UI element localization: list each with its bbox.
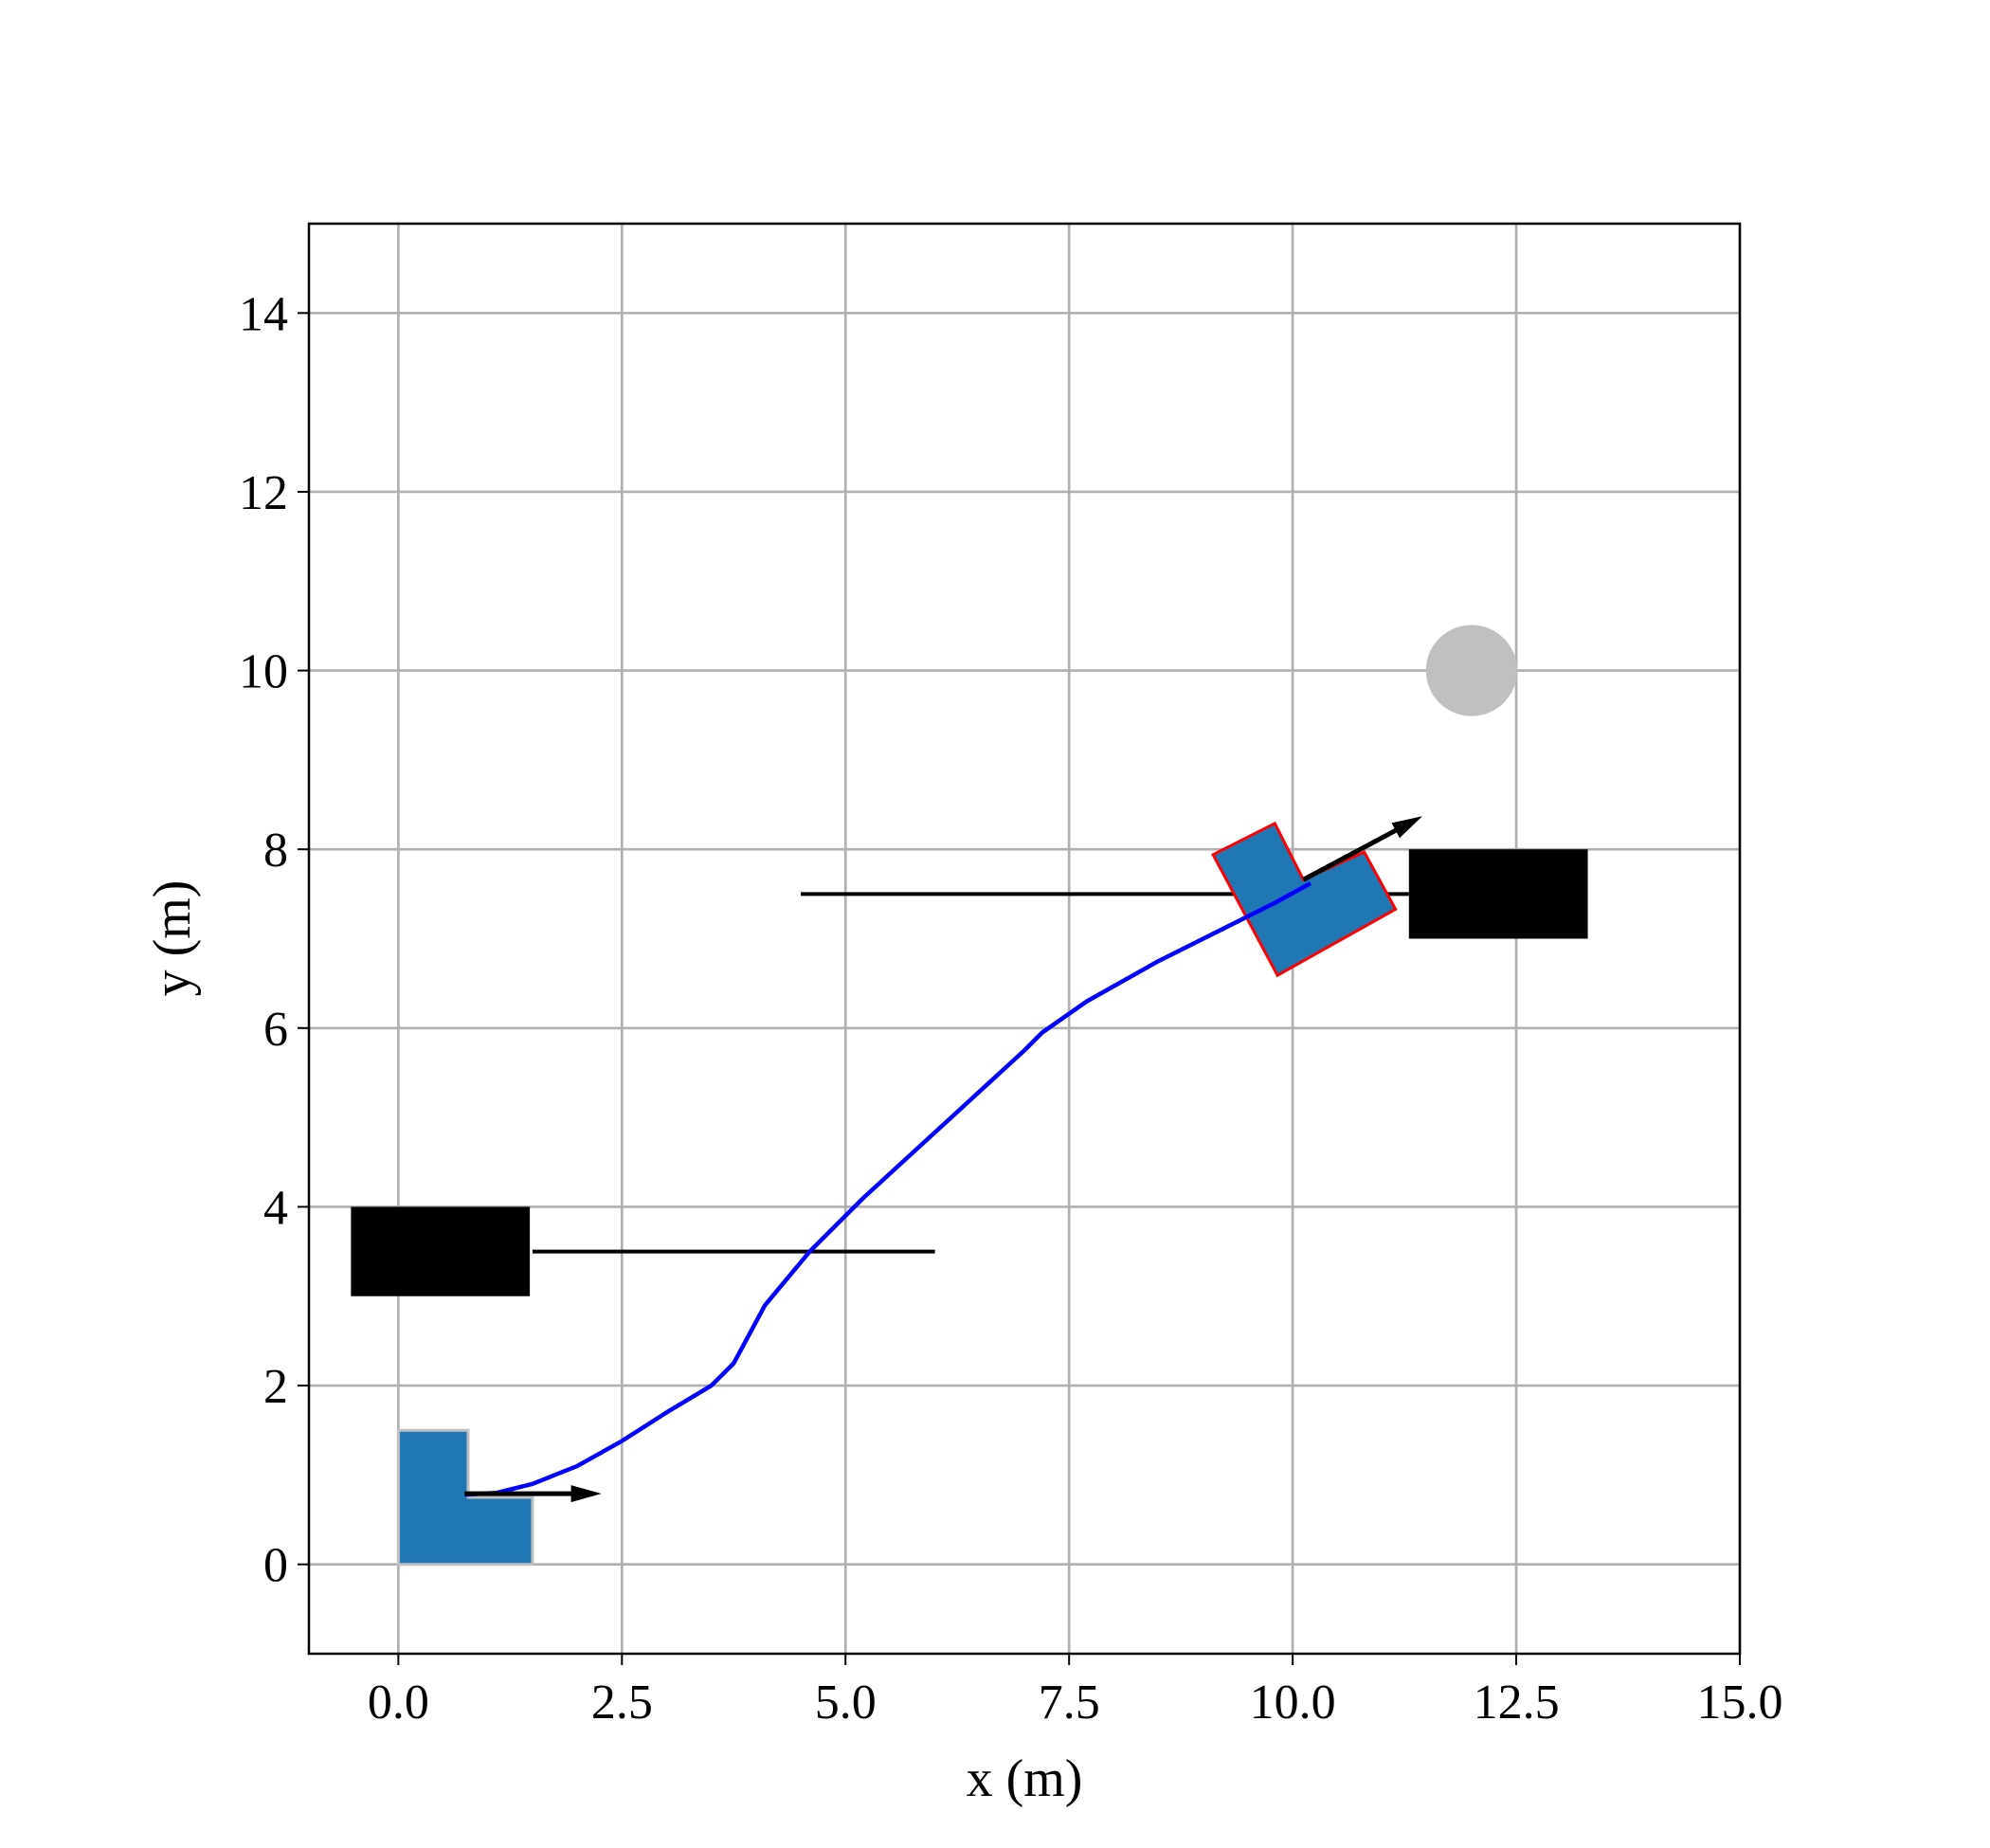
trajectory <box>465 881 1312 1497</box>
x-tick-label: 5.0 <box>815 1676 877 1730</box>
y-tick-label: 14 <box>239 287 288 341</box>
x-tick-label: 7.5 <box>1039 1676 1100 1730</box>
vehicle <box>396 1428 534 1567</box>
heading-arrow <box>1302 816 1422 882</box>
obstacle <box>1408 849 1588 939</box>
y-tick-label: 2 <box>263 1360 288 1414</box>
heading-arrow <box>464 1485 602 1503</box>
y-tick-label: 6 <box>263 1003 288 1057</box>
x-tick-label: 0.0 <box>368 1676 429 1730</box>
y-tick-label: 4 <box>263 1181 288 1235</box>
x-axis-label: x (m) <box>967 1749 1083 1808</box>
y-tick-label: 8 <box>263 824 288 878</box>
x-tick-label: 12.5 <box>1474 1676 1560 1730</box>
x-tick-label: 15.0 <box>1697 1676 1783 1730</box>
vehicle <box>1211 821 1398 978</box>
x-tick-label: 2.5 <box>591 1676 653 1730</box>
x-tick-label: 10.0 <box>1250 1676 1336 1730</box>
goal-circle <box>1425 625 1518 716</box>
y-axis-label: y (m) <box>143 880 202 997</box>
obstacle <box>351 1206 531 1296</box>
axes-frame <box>307 222 1742 1656</box>
y-tick-label: 0 <box>263 1539 288 1593</box>
y-tick-label: 10 <box>239 645 288 699</box>
y-tick-label: 12 <box>239 466 288 520</box>
